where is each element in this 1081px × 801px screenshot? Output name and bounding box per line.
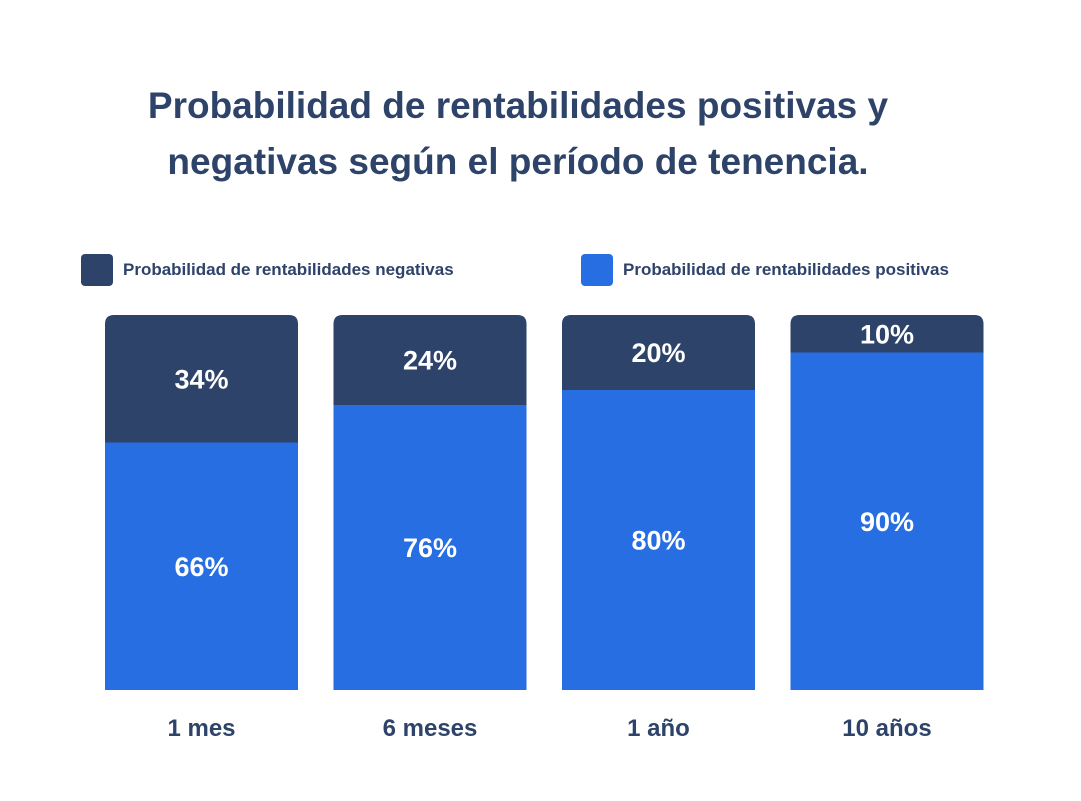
data-label-negative-1: 34% [174,364,228,394]
legend-swatch-negative [81,254,113,286]
bar-negative-1 [105,315,298,443]
legend-label-positive: Probabilidad de rentabilidades positivas [623,260,949,279]
bar-positive-3 [562,390,755,690]
bar-negative-3 [562,315,755,390]
legend-item-positive: Probabilidad de rentabilidades positivas [581,254,949,286]
chart-title-line-1: Probabilidad de rentabilidades positivas… [147,85,889,126]
bar-negative-2 [333,315,527,405]
data-label-positive-3: 80% [631,526,685,556]
bar-positive-4 [790,352,984,690]
bar-positive-2 [333,405,527,690]
data-label-negative-2: 24% [403,346,457,376]
bar-positive-1 [105,442,298,690]
chart-title: Probabilidad de rentabilidades positivas… [0,78,1036,190]
legend-swatch-positive [581,254,613,286]
chart-title-line-2: negativas según el período de tenencia. [167,141,869,182]
data-label-positive-4: 90% [860,507,914,537]
data-label-positive-2: 76% [403,533,457,563]
data-label-negative-3: 20% [631,338,685,368]
legend-label-negative: Probabilidad de rentabilidades negativas [123,260,454,279]
x-tick-label-3: 1 año [627,715,690,742]
bar-negative-4 [790,315,984,353]
x-tick-label-4: 10 años [842,715,931,742]
x-tick-label-2: 6 meses [383,715,478,742]
data-label-positive-1: 66% [174,552,228,582]
x-tick-label-1: 1 mes [167,715,235,742]
legend-item-negative: Probabilidad de rentabilidades negativas [81,254,454,286]
data-label-negative-4: 10% [860,319,914,349]
